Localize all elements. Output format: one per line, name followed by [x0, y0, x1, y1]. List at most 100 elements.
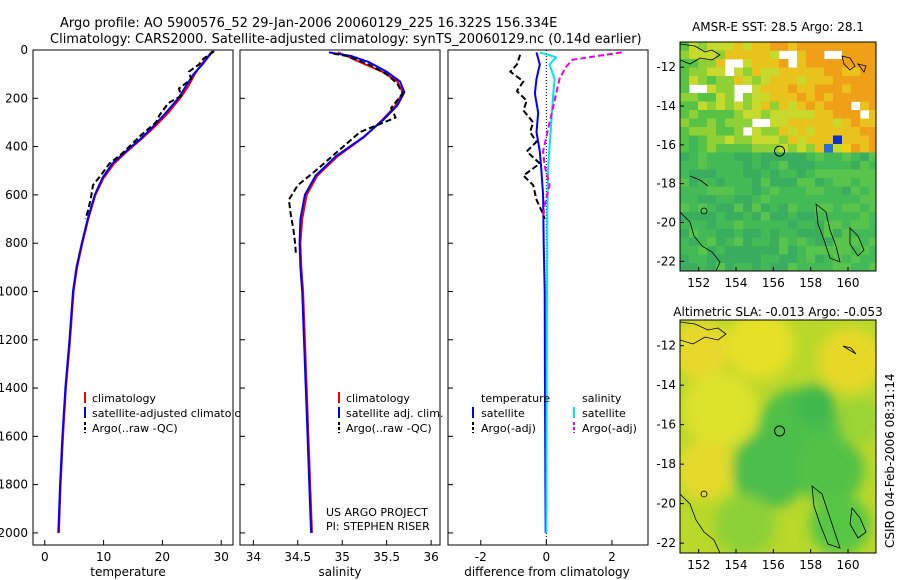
sst-cell: [824, 263, 834, 271]
sst-cell: [770, 118, 780, 128]
sst-cell: [707, 203, 717, 213]
sst-cell: [833, 186, 843, 196]
lon-tick-label: 156: [762, 558, 785, 572]
sst-cell: [725, 135, 735, 145]
sst-cell: [734, 127, 744, 136]
sla-map-title: Altimetric SLA: -0.013 Argo: -0.053: [673, 305, 882, 319]
sst-cell: [842, 93, 852, 102]
sst-cell: [725, 93, 735, 102]
legend-label-satellite: satellite-adjusted climatology: [92, 407, 255, 420]
sst-cell: [761, 229, 771, 238]
sla-blob-low: [732, 432, 808, 508]
y-tick-label: 1600: [0, 429, 28, 443]
sst-cell: [716, 101, 726, 111]
sst-cell: [743, 178, 753, 187]
sst-cell: [734, 118, 744, 128]
sst-cell: [680, 203, 690, 213]
sst-cell: [779, 220, 789, 230]
sst-cell: [869, 93, 876, 102]
sst-cell: [842, 76, 852, 85]
sst-cell: [770, 144, 780, 153]
sst-cell: [752, 237, 762, 247]
sst-cell: [797, 212, 807, 221]
sst-cell: [869, 203, 876, 213]
sla-lat-tick-labels: -12 -14 -16 -18 -20 -22: [656, 339, 684, 550]
sst-cell: [680, 50, 690, 60]
sst-cell: [761, 178, 771, 187]
sst-cell: [833, 169, 843, 179]
sst-cell: [842, 229, 852, 238]
sst-cell: [842, 186, 852, 196]
sst-cell: [761, 237, 771, 247]
sst-cell: [797, 127, 807, 136]
sst-cell: [761, 203, 771, 213]
sst-cell: [779, 254, 789, 264]
sst-cell: [797, 246, 807, 255]
sst-cell: [707, 195, 717, 204]
sst-cell: [734, 110, 744, 119]
sst-cell: [788, 135, 798, 145]
sst-cell: [707, 110, 717, 119]
sst-cell: [806, 220, 816, 230]
sst-cell: [842, 50, 852, 60]
sst-cell: [725, 101, 735, 111]
sst-cell: [770, 237, 780, 247]
sst-cell: [824, 110, 834, 119]
y-tick-label: 2000: [0, 526, 28, 540]
sst-cell: [824, 101, 834, 111]
sst-cell: [761, 59, 771, 68]
sst-cell: [743, 93, 753, 102]
sst-cell: [815, 84, 825, 94]
sst-cell: [761, 195, 771, 204]
sst-cell: [761, 169, 771, 179]
sst-cell: [833, 220, 843, 230]
sst-cell: [743, 101, 753, 111]
coastline-contour: [680, 493, 721, 553]
coastline-contour: [815, 203, 841, 263]
coastline-contour: [849, 507, 867, 539]
sst-cell: [689, 195, 699, 204]
sst-cell: [698, 135, 708, 145]
sst-cell: [689, 93, 699, 102]
sst-cell: [680, 42, 690, 51]
sst-cell: [734, 203, 744, 213]
sst-cell: [860, 203, 870, 213]
sst-cell: [734, 246, 744, 255]
sst-cell: [734, 161, 744, 170]
legend-label-temp-satellite: satellite: [481, 407, 525, 420]
sst-cell: [851, 93, 861, 102]
sst-cell: [698, 42, 708, 51]
sst-cell: [752, 84, 762, 94]
sst-cell: [788, 127, 798, 136]
sst-cell: [860, 178, 870, 187]
sst-cell: [815, 50, 825, 60]
series-salinity-argo: [542, 51, 622, 220]
sst-cell: [680, 186, 690, 196]
sst-cell: [815, 203, 825, 213]
lat-tick-label: -20: [656, 215, 676, 229]
sst-cell: [770, 50, 780, 60]
sst-cell: [743, 229, 753, 238]
sst-cell: [698, 127, 708, 136]
sst-cell: [815, 127, 825, 136]
sst-cell: [761, 144, 771, 153]
sst-cell: [869, 229, 876, 238]
sst-cell: [806, 246, 816, 255]
sst-cell: [770, 220, 780, 230]
sst-cell: [752, 101, 762, 111]
sst-cell: [752, 169, 762, 179]
coastline-reef: [700, 490, 708, 498]
sst-cell: [851, 169, 861, 179]
sst-cell: [788, 263, 798, 271]
sst-cell: [743, 169, 753, 179]
sst-cell: [815, 93, 825, 102]
sst-cell: [698, 144, 708, 153]
coastline-contours: [680, 43, 867, 271]
lon-tick-label: 152: [687, 558, 710, 572]
sst-cell: [824, 67, 834, 77]
sst-cell: [725, 110, 735, 119]
sst-cell: [851, 161, 861, 170]
sst-cell: [869, 127, 876, 136]
sst-cell: [725, 42, 735, 51]
argo-float-marker: [774, 145, 786, 157]
